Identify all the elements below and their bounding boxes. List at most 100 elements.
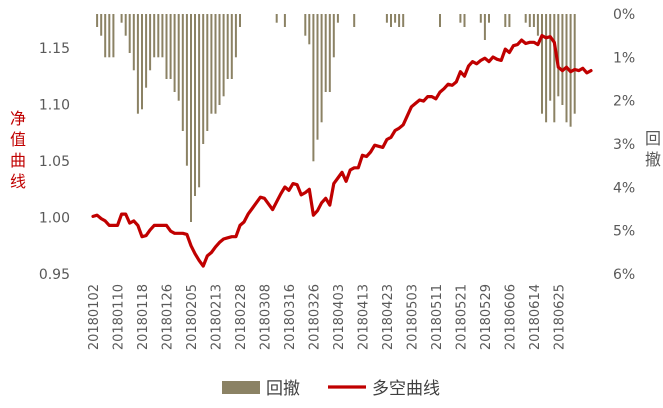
drawdown-bar (100, 14, 103, 36)
drawdown-bar (190, 14, 192, 222)
y-left-tick-label: 1.05 (39, 154, 70, 170)
y-right-tick-label: 4% (613, 180, 635, 196)
x-tick-label: 20180308 (258, 284, 273, 350)
drawdown-bar (108, 14, 111, 58)
y-axis-right-ticks: 0% 1% 2% 3% 4% 5% 6% (613, 7, 635, 283)
drawdown-bar (124, 14, 127, 36)
drawdown-bar (275, 14, 278, 23)
drawdown-bar (353, 14, 356, 27)
drawdown-bar (320, 14, 323, 123)
drawdown-bar (153, 14, 156, 58)
y-right-tick-label: 6% (613, 267, 635, 283)
drawdown-bar (390, 14, 392, 27)
drawdown-bar (161, 14, 164, 58)
drawdown-bar (532, 14, 535, 27)
drawdown-bar (128, 14, 131, 53)
drawdown-bar (385, 14, 388, 23)
y-axis-left-label-char: 线 (10, 172, 26, 191)
drawdown-bar (136, 14, 139, 114)
x-tick-label: 20180213 (210, 284, 225, 350)
x-tick-label: 20180413 (356, 284, 371, 350)
x-tick-label: 20180423 (381, 284, 396, 350)
x-axis-ticks: 20180102 20180110 20180118 20180126 20180205… (87, 284, 567, 350)
drawdown-bar (312, 14, 315, 162)
drawdown-bar (141, 14, 143, 110)
drawdown-bar (283, 14, 286, 27)
drawdown-bar (328, 14, 331, 92)
drawdown-bar (394, 14, 397, 23)
drawdown-bar (239, 14, 241, 27)
drawdown-bar (181, 14, 184, 131)
drawdown-bar (132, 14, 135, 71)
y-axis-left-label-char: 曲 (10, 151, 26, 170)
drawdown-bar (528, 14, 531, 27)
drawdown-bar (157, 14, 160, 58)
x-tick-label: 20180126 (161, 284, 176, 350)
drawdown-bar (524, 14, 527, 23)
legend: 回撤 多空曲线 (222, 379, 440, 399)
x-tick-label: 20180205 (185, 284, 200, 350)
x-tick-label: 20180606 (503, 284, 518, 350)
drawdown-bar (463, 14, 466, 27)
long-short-curve-line (91, 34, 593, 268)
y-axis-right-label-char: 撤 (645, 150, 661, 169)
drawdown-bar (536, 14, 539, 36)
drawdown-bars (96, 14, 576, 222)
drawdown-bar (336, 14, 339, 23)
drawdown-bar (165, 14, 168, 79)
y-right-tick-label: 5% (613, 224, 635, 240)
drawdown-bar (214, 14, 217, 114)
drawdown-bar (545, 14, 548, 123)
drawdown-bar (145, 14, 148, 88)
drawdown-bar (483, 14, 486, 40)
x-tick-label: 20180110 (112, 284, 127, 350)
y-axis-right-label-char: 回 (645, 129, 661, 148)
x-tick-label: 20180614 (528, 284, 543, 350)
x-tick-label: 20180521 (454, 284, 469, 350)
drawdown-bar (332, 14, 335, 58)
drawdown-bar (206, 14, 209, 131)
drawdown-bar (230, 14, 233, 79)
x-tick-label: 20180326 (307, 284, 322, 350)
drawdown-bar (210, 14, 213, 114)
drawdown-bar (185, 14, 188, 166)
x-tick-label: 20180228 (234, 284, 249, 350)
drawdown-bar (439, 14, 441, 27)
x-tick-label: 20180625 (552, 284, 567, 350)
drawdown-bar (316, 14, 319, 140)
drawdown-bar (226, 14, 229, 79)
y-right-tick-label: 0% (613, 7, 635, 23)
drawdown-bar (169, 14, 172, 79)
drawdown-bar (508, 14, 511, 27)
drawdown-bar (177, 14, 180, 101)
drawdown-bar (198, 14, 201, 188)
drawdown-bar (120, 14, 123, 23)
x-tick-label: 20180118 (136, 284, 151, 350)
legend-label-curve: 多空曲线 (372, 379, 440, 399)
drawdown-bar (402, 14, 405, 27)
y-right-tick-label: 3% (613, 137, 635, 153)
drawdown-bar (398, 14, 401, 27)
y-left-tick-label: 1.15 (39, 41, 70, 57)
legend-label-drawdown: 回撤 (266, 379, 300, 399)
drawdown-bar (459, 14, 462, 23)
drawdown-bar (488, 14, 490, 23)
drawdown-bar (573, 14, 576, 114)
drawdown-bar (308, 14, 311, 45)
drawdown-bar (541, 14, 543, 114)
x-tick-label: 20180503 (405, 284, 420, 350)
drawdown-bar (149, 14, 152, 71)
y-left-tick-label: 1.00 (39, 211, 70, 227)
y-left-tick-label: 1.10 (39, 98, 70, 114)
drawdown-bar (304, 14, 307, 36)
legend-swatch-drawdown (222, 381, 260, 394)
y-axis-left-ticks: 0.95 1.00 1.05 1.10 1.15 (39, 41, 70, 283)
x-tick-label: 20180102 (87, 284, 102, 350)
y-left-tick-label: 0.95 (39, 267, 70, 283)
drawdown-bar (479, 14, 482, 23)
x-tick-label: 20180316 (283, 284, 298, 350)
y-right-tick-label: 2% (613, 94, 635, 110)
y-axis-left-label-char: 净 (10, 109, 26, 128)
